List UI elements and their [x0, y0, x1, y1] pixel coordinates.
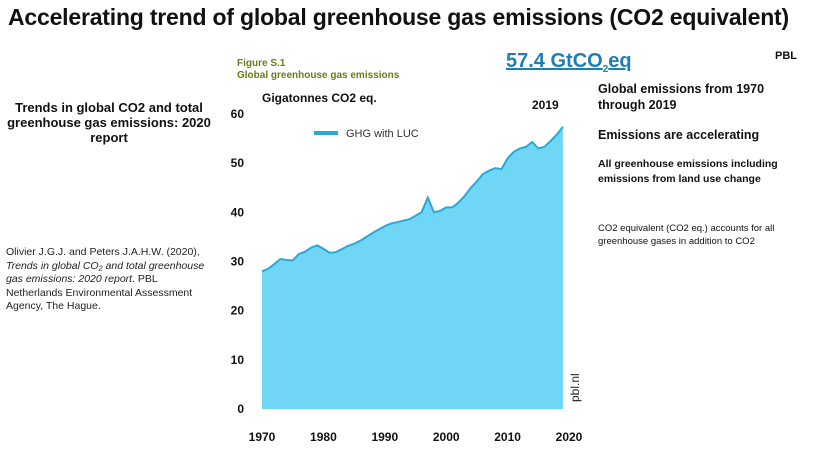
y-axis-label: Gigatonnes CO2 eq.	[262, 91, 377, 105]
x-tick-label: 2010	[494, 430, 521, 444]
figure-number: Figure S.1	[237, 58, 286, 69]
x-tick-label: 1990	[371, 430, 398, 444]
headline-value[interactable]: 57.4 GtCO2eq	[506, 50, 632, 75]
note-global-span: Global emissions from 1970 through 2019	[598, 82, 765, 112]
headline-unit: eq	[608, 50, 632, 72]
legend-label: GHG with LUC	[346, 128, 419, 140]
y-tick-label: 50	[231, 156, 245, 170]
x-tick-label: 1970	[249, 430, 276, 444]
ghg-line	[261, 126, 564, 273]
watermark: pbl.nl	[568, 373, 582, 402]
y-tick-label: 30	[231, 255, 245, 269]
note-scope: All greenhouse emissions including emiss…	[598, 158, 778, 185]
note-accelerating: Emissions are accelerating	[598, 128, 760, 142]
citation: Olivier J.G.J. and Peters J.A.H.W. (2020…	[6, 246, 216, 314]
x-tick-label: 2020	[556, 430, 583, 444]
end-year-label: 2019	[532, 98, 559, 112]
ghg-area	[262, 126, 563, 410]
y-tick-label: 20	[231, 304, 245, 318]
main-title: Accelerating trend of global greenhouse …	[8, 4, 789, 30]
report-title: Trends in global CO2 and total greenhous…	[7, 100, 211, 145]
y-tick-label: 60	[231, 107, 245, 121]
figure-title: Global greenhouse gas emissions	[237, 70, 400, 81]
y-tick-label: 40	[231, 205, 245, 219]
headline-number: 57.4 GtCO	[506, 50, 603, 72]
x-tick-label: 1980	[310, 430, 337, 444]
headline-subscript: 2	[602, 64, 609, 75]
x-axis-ticks: 1970 1980 1990 2000 2010 2020	[249, 430, 583, 444]
citation-publisher: . PBL Netherlands Environmental Assessme…	[6, 273, 193, 312]
note-co2eq: CO2 equivalent (CO2 eq.) accounts for al…	[598, 223, 775, 247]
citation-title: Trends in global CO₂ and total greenhous…	[6, 259, 205, 286]
y-axis-ticks: 0 10 20 30 40 50 60	[231, 107, 245, 416]
x-tick-label: 2000	[433, 430, 460, 444]
chart-legend: GHG with LUC	[314, 128, 419, 140]
pbl-tag: PBL	[775, 50, 797, 62]
citation-authors: Olivier J.G.J. and Peters J.A.H.W. (2020…	[6, 246, 200, 258]
y-tick-label: 10	[231, 353, 245, 367]
y-tick-label: 0	[237, 402, 244, 416]
